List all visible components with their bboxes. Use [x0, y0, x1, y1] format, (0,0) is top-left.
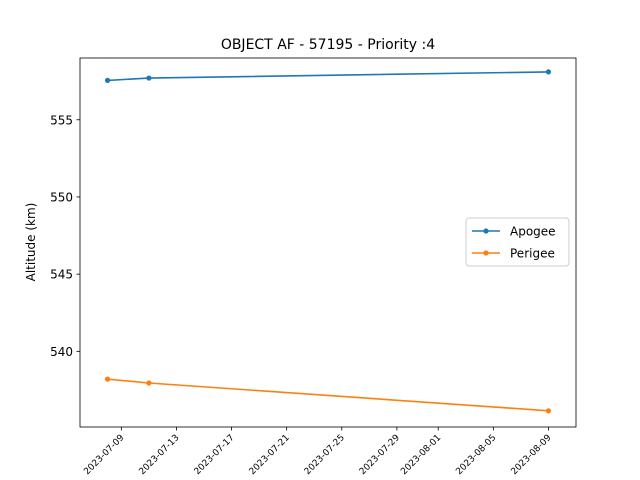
plot-frame — [79, 57, 577, 428]
data-point-apogee — [104, 77, 111, 83]
y-tick-label: 550 — [50, 190, 73, 204]
data-point-perigee — [545, 408, 552, 414]
legend-label-perigee: Perigee — [510, 247, 555, 261]
data-point-apogee — [146, 75, 152, 81]
data-point-perigee — [146, 380, 152, 386]
y-tick-label: 555 — [50, 113, 73, 127]
data-point-perigee — [104, 376, 111, 382]
y-axis-label: Altitude (km) — [24, 203, 38, 282]
series-layer — [104, 69, 552, 414]
legend-marker-perigee — [483, 250, 489, 256]
chart-title: OBJECT AF - 57195 - Priority :4 — [221, 37, 435, 53]
y-axis: 540 545 550 555 — [50, 113, 80, 359]
legend: Apogee Perigee — [465, 217, 570, 267]
legend-box — [465, 217, 570, 267]
data-point-apogee — [545, 69, 552, 75]
plot-area — [79, 57, 577, 428]
y-tick-label: 545 — [50, 268, 73, 282]
legend-marker-apogee — [483, 228, 489, 234]
legend-label-apogee: Apogee — [510, 225, 556, 239]
y-tick-label: 540 — [50, 345, 73, 359]
